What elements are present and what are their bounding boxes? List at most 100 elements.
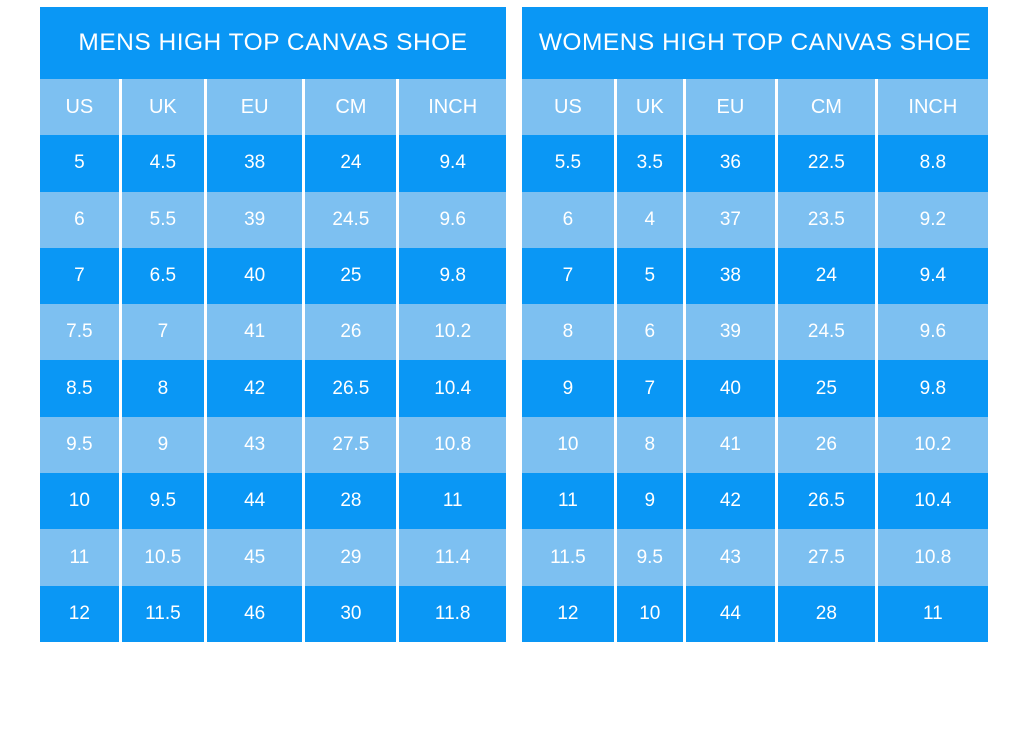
size-cell: 10 [40,473,119,530]
size-cell: 7 [118,304,205,361]
size-cell: 45 [204,529,303,586]
size-cell: 10.5 [118,529,205,586]
size-cell: 26 [775,416,875,474]
size-cell: 28 [302,473,397,530]
size-cell: 11.4 [396,529,506,586]
size-cell: 43 [682,529,776,586]
size-cell: 9 [118,416,205,474]
size-cell: 42 [682,473,776,530]
size-cell: 5.5 [118,191,205,248]
size-cell: 8 [118,360,205,417]
size-cell: 4 [613,191,683,248]
size-cell: 9.8 [396,247,506,305]
size-cell: 6 [613,304,683,361]
size-cell: 24 [775,247,875,305]
size-cell: 6.5 [118,247,205,305]
column-header: EU [204,79,303,135]
womens-size-chart: WOMENS HIGH TOP CANVAS SHOE US UK EU CM INCH… [522,7,988,642]
size-cell: 26.5 [302,360,397,417]
column-header: UK [118,79,205,135]
size-cell: 10.4 [874,473,988,530]
size-cell: 30 [302,585,397,642]
size-charts: MENS HIGH TOP CANVAS SHOE US UK EU CM INCH 5 4… [40,7,988,642]
size-cell: 5.5 [522,135,614,192]
size-cell: 8.5 [40,360,119,417]
size-cell: 25 [775,360,875,417]
size-cell: 25 [302,247,397,305]
size-cell: 8 [613,416,683,474]
column-header: INCH [874,79,988,135]
size-cell: 9.4 [396,135,506,192]
size-cell: 24 [302,135,397,192]
size-cell: 7 [522,247,614,305]
size-cell: 37 [682,191,776,248]
size-cell: 43 [204,416,303,474]
size-cell: 27.5 [302,416,397,474]
size-cell: 10.2 [396,304,506,361]
size-cell: 10 [613,585,683,642]
size-cell: 7 [40,247,119,305]
size-cell: 23.5 [775,191,875,248]
size-cell: 9.5 [118,473,205,530]
size-cell: 11.8 [396,585,506,642]
size-cell: 42 [204,360,303,417]
column-header: CM [775,79,875,135]
size-cell: 8 [522,304,614,361]
size-cell: 44 [682,585,776,642]
size-cell: 9.2 [874,191,988,248]
size-cell: 11 [874,585,988,642]
size-cell: 11 [40,529,119,586]
size-cell: 9.5 [613,529,683,586]
size-cell: 11 [396,473,506,530]
size-cell: 9.5 [40,416,119,474]
size-cell: 24.5 [302,191,397,248]
size-cell: 12 [40,585,119,642]
size-cell: 3.5 [613,135,683,192]
size-cell: 29 [302,529,397,586]
size-cell: 4.5 [118,135,205,192]
size-cell: 9.6 [396,191,506,248]
size-cell: 9.8 [874,360,988,417]
size-cell: 46 [204,585,303,642]
column-header: US [40,79,119,135]
size-cell: 9.4 [874,247,988,305]
column-header: INCH [396,79,506,135]
size-cell: 44 [204,473,303,530]
column-header: US [522,79,614,135]
size-cell: 40 [682,360,776,417]
column-header: UK [613,79,683,135]
womens-chart-title: WOMENS HIGH TOP CANVAS SHOE [522,7,988,79]
size-cell: 11.5 [118,585,205,642]
size-cell: 7 [613,360,683,417]
size-cell: 5 [40,135,119,192]
size-cell: 39 [682,304,776,361]
size-cell: 24.5 [775,304,875,361]
size-cell: 5 [613,247,683,305]
column-header: EU [682,79,776,135]
size-cell: 10 [522,416,614,474]
size-cell: 22.5 [775,135,875,192]
size-cell: 8.8 [874,135,988,192]
size-cell: 26.5 [775,473,875,530]
size-cell: 36 [682,135,776,192]
size-cell: 28 [775,585,875,642]
size-cell: 39 [204,191,303,248]
size-cell: 10.2 [874,416,988,474]
column-header: CM [302,79,397,135]
size-cell: 11.5 [522,529,614,586]
size-cell: 40 [204,247,303,305]
size-cell: 38 [204,135,303,192]
size-cell: 11 [522,473,614,530]
size-cell: 9 [613,473,683,530]
size-cell: 9 [522,360,614,417]
size-cell: 12 [522,585,614,642]
size-cell: 10.4 [396,360,506,417]
size-cell: 41 [204,304,303,361]
mens-chart-title: MENS HIGH TOP CANVAS SHOE [40,7,506,79]
size-cell: 26 [302,304,397,361]
size-cell: 10.8 [396,416,506,474]
size-cell: 6 [40,191,119,248]
size-cell: 41 [682,416,776,474]
womens-size-table-grid: US UK EU CM INCH 5.5 3.5 36 22.5 8.8 6 4 37 23.5 9.2 7 5… [522,79,988,642]
mens-size-table-grid: US UK EU CM INCH 5 4.5 38 24 9.4 6 5.5 39 24.5 9.6 7 6.5… [40,79,506,642]
